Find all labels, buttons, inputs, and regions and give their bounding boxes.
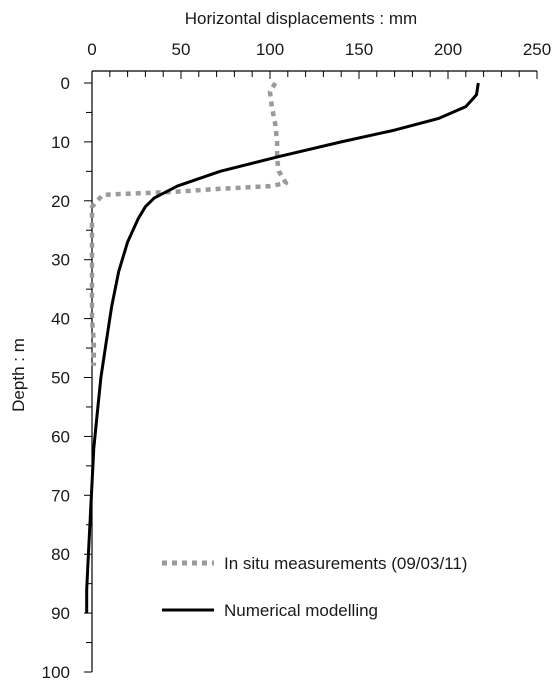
y-tick-label: 50 (51, 369, 70, 388)
y-tick-label: 70 (51, 486, 70, 505)
x-tick-label: 200 (434, 40, 462, 59)
x-tick-label: 100 (256, 40, 284, 59)
y-tick-label: 0 (61, 74, 70, 93)
y-axis-title: Depth : m (9, 338, 28, 412)
x-tick-label: 150 (345, 40, 373, 59)
y-tick-label: 60 (51, 427, 70, 446)
y-tick-label: 10 (51, 133, 70, 152)
x-tick-label: 250 (523, 40, 551, 59)
y-tick-label: 100 (42, 663, 70, 681)
x-tick-label: 50 (172, 40, 191, 59)
series-layer (85, 81, 480, 614)
legend-label-in-situ: In situ measurements (09/03/11) (224, 554, 467, 573)
y-tick-label: 40 (51, 310, 70, 329)
x-axis-title: Horizontal displacements : mm (185, 9, 417, 28)
legend: In situ measurements (09/03/11) Numerica… (162, 554, 467, 620)
y-tick-label: 80 (51, 545, 70, 564)
y-tick-label: 30 (51, 251, 70, 270)
y-tick-label: 20 (51, 192, 70, 211)
x-tick-label: 0 (87, 40, 96, 59)
y-axis: 0 10 20 30 40 50 60 70 80 90 100 (42, 71, 93, 681)
y-tick-label: 90 (51, 604, 70, 623)
series-line-numerical (85, 82, 480, 614)
series-line-in-situ (89, 81, 289, 366)
x-axis: 0 50 100 150 200 250 (87, 40, 551, 79)
legend-label-numerical: Numerical modelling (224, 601, 378, 620)
